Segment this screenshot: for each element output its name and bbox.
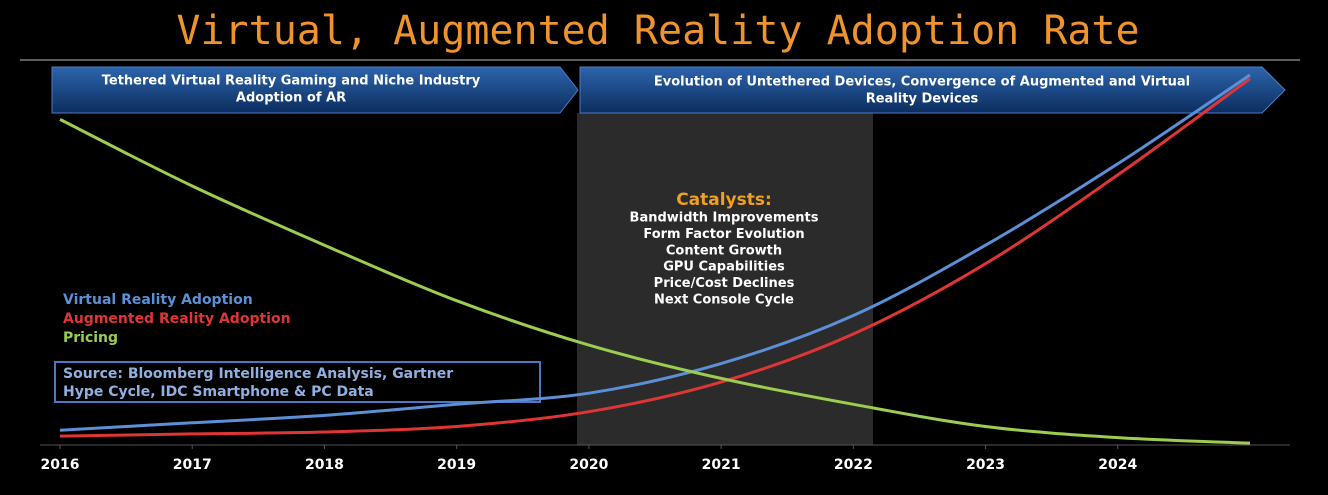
banner-text: Reality Devices [866,92,979,107]
phase-banner [579,66,1286,114]
phase-banner [51,66,579,114]
chart-title: Virtual, Augmented Reality Adoption Rate [176,8,1139,54]
catalyst-item: Form Factor Evolution [643,227,804,242]
legend-entry: Pricing [63,330,118,346]
x-tick-label: 2020 [569,457,608,473]
legend-entry: Augmented Reality Adoption [63,311,291,327]
x-tick-label: 2019 [437,457,476,473]
catalyst-item: Next Console Cycle [654,293,794,308]
catalyst-item: Bandwidth Improvements [630,211,819,226]
source-box [54,361,541,403]
catalysts-title: Catalysts: [676,190,772,210]
series-line [59,73,1251,432]
source-text: Hype Cycle, IDC Smartphone & PC Data [63,384,374,400]
catalyst-item: Content Growth [666,243,782,258]
series-line [59,77,1251,438]
catalyst-band [577,113,873,445]
legend-entry: Virtual Reality Adoption [63,292,253,308]
x-tick-label: 2023 [966,457,1005,473]
banner-text: Evolution of Untethered Devices, Converg… [654,75,1190,90]
x-tick-label: 2016 [41,457,80,473]
x-tick-label: 2024 [1098,457,1137,473]
x-tick-label: 2018 [305,457,344,473]
source-text: Source: Bloomberg Intelligence Analysis,… [63,366,453,382]
banner-text: Tethered Virtual Reality Gaming and Nich… [102,74,481,89]
series-line [59,118,1251,445]
banner-text: Adoption of AR [236,91,346,106]
catalyst-item: Price/Cost Declines [654,276,795,291]
x-tick-label: 2021 [702,457,741,473]
catalyst-item: GPU Capabilities [663,260,785,275]
x-tick-label: 2022 [834,457,873,473]
x-tick-label: 2017 [173,457,212,473]
